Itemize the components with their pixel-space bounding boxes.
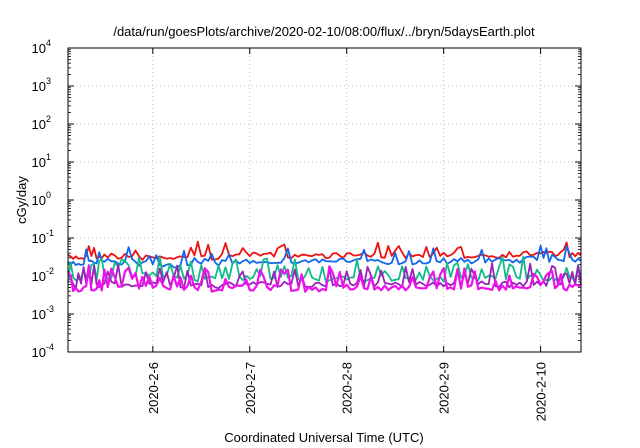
y-tick-exponent: 4 [46, 38, 51, 48]
series-line-5 [67, 264, 582, 293]
series-line-1 [67, 240, 582, 261]
y-tick-base: 10 [32, 231, 46, 246]
y-tick-label: 10 [32, 193, 46, 208]
y-tick-label: 10 [32, 41, 46, 56]
y-tick-exponent: 3 [46, 76, 51, 86]
y-tick-exponent: -3 [46, 304, 54, 314]
x-tick-label: 2020-2-6 [146, 362, 161, 414]
y-tick-base: 10 [32, 79, 46, 94]
y-tick-label: 10 [32, 117, 46, 132]
y-tick-label: 10 [32, 345, 46, 360]
x-tick-label: 2020-2-7 [243, 362, 258, 414]
plot-frame [67, 47, 582, 353]
series-line-4 [67, 262, 582, 290]
y-tick-exponent: 2 [46, 114, 51, 124]
y-tick-exponent: -1 [46, 228, 54, 238]
y-tick-label: 10 [32, 155, 46, 170]
y-tick-label: 10 [32, 269, 46, 284]
y-tick-exponent: -2 [46, 266, 54, 276]
y-tick-exponent: -4 [46, 342, 54, 352]
y-tick-base: 10 [32, 41, 46, 56]
y-tick-base: 10 [32, 307, 46, 322]
x-tick-label: 2020-2-8 [340, 362, 355, 414]
y-tick-base: 10 [32, 155, 46, 170]
y-axis-label: cGy/day [14, 176, 29, 224]
y-tick-label: 10 [32, 79, 46, 94]
x-tick-labels: 2020-2-6 2020-2-7 2020-2-8 2020-2-9 2020-2-1… [146, 362, 549, 421]
y-tick-label: 10 [32, 307, 46, 322]
y-tick-base: 10 [32, 117, 46, 132]
chart-title: /data/run/goesPlots/archive/2020-02-10/0… [113, 24, 535, 39]
x-axis-label: Coordinated Universal Time (UTC) [224, 430, 423, 445]
grid-lines [68, 48, 581, 352]
series-line-2 [67, 244, 582, 269]
y-tick-exponent: 1 [46, 152, 51, 162]
y-tick-base: 10 [32, 193, 46, 208]
y-tick-base: 10 [32, 269, 46, 284]
data-series [67, 240, 582, 293]
y-tick-base: 10 [32, 345, 46, 360]
x-tick-label: 2020-2-9 [437, 362, 452, 414]
y-tick-exponent: 0 [46, 190, 51, 200]
y-tick-label: 10 [32, 231, 46, 246]
x-tick-label: 2020-2-10 [534, 362, 549, 421]
